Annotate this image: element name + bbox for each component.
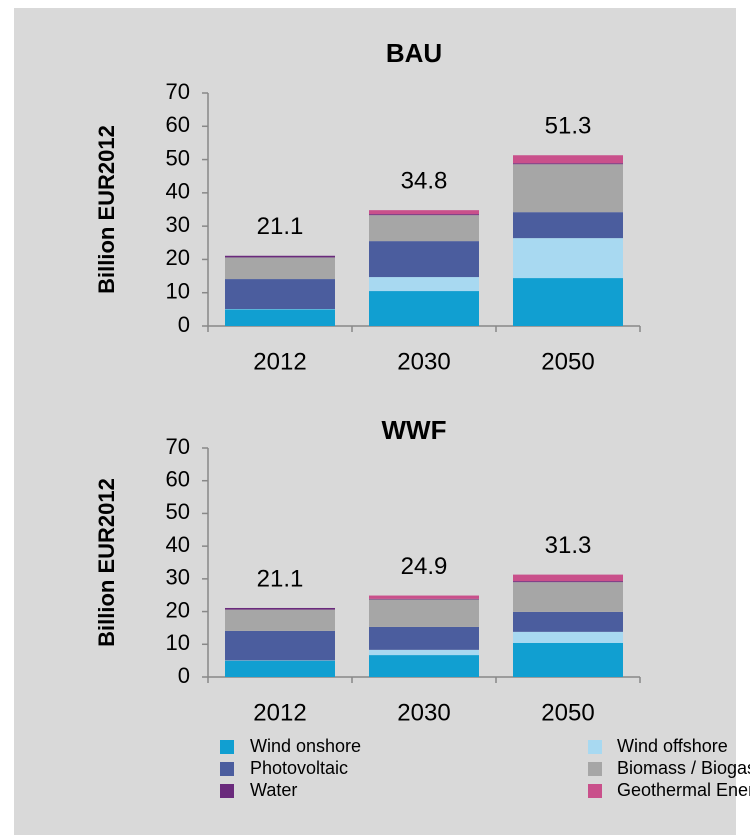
bar-segment bbox=[369, 627, 479, 650]
bar-segment bbox=[513, 632, 623, 643]
legend-swatch bbox=[220, 784, 234, 798]
bar-segment bbox=[369, 599, 479, 626]
y-tick-label: 0 bbox=[178, 663, 190, 688]
bar-segment bbox=[513, 581, 623, 582]
bar-segment bbox=[369, 655, 479, 677]
x-tick-label: 2012 bbox=[253, 699, 306, 726]
y-tick-label: 30 bbox=[166, 565, 190, 590]
x-tick-label: 2030 bbox=[397, 348, 450, 375]
y-tick-label: 20 bbox=[166, 597, 190, 622]
bar-segment bbox=[513, 155, 623, 163]
bar-segment bbox=[513, 238, 623, 278]
y-tick-label: 60 bbox=[166, 112, 190, 137]
y-tick-label: 50 bbox=[166, 145, 190, 170]
y-tick-label: 70 bbox=[166, 79, 190, 104]
legend-label: Wind onshore bbox=[250, 736, 361, 756]
bar-segment bbox=[225, 309, 335, 326]
bar-segment bbox=[225, 608, 335, 610]
y-tick-label: 40 bbox=[166, 179, 190, 204]
legend-swatch bbox=[588, 762, 602, 776]
total-label: 51.3 bbox=[545, 113, 592, 140]
legend-label: Photovoltaic bbox=[250, 758, 348, 778]
x-tick-label: 2050 bbox=[541, 699, 594, 726]
total-label: 21.1 bbox=[257, 213, 304, 240]
legend-swatch bbox=[220, 740, 234, 754]
bar-segment bbox=[225, 661, 335, 677]
total-label: 31.3 bbox=[545, 532, 592, 559]
y-tick-label: 30 bbox=[166, 212, 190, 237]
bar-segment bbox=[369, 241, 479, 277]
x-tick-label: 2050 bbox=[541, 348, 594, 375]
y-axis-label: Billion EUR2012 bbox=[94, 478, 119, 647]
bar-segment bbox=[225, 257, 335, 279]
y-tick-label: 10 bbox=[166, 279, 190, 304]
bar-segment bbox=[369, 210, 479, 214]
bar-segment bbox=[369, 650, 479, 655]
bar-segment bbox=[369, 214, 479, 215]
chart-title: WWF bbox=[382, 415, 447, 445]
bar-segment bbox=[513, 575, 623, 582]
chart-title: BAU bbox=[386, 38, 442, 68]
bar-segment bbox=[369, 596, 479, 599]
total-label: 24.9 bbox=[401, 553, 448, 580]
bar-segment bbox=[369, 291, 479, 326]
y-tick-label: 50 bbox=[166, 499, 190, 524]
total-label: 21.1 bbox=[257, 565, 304, 592]
bar-segment bbox=[369, 215, 479, 241]
bar-segment bbox=[225, 279, 335, 309]
legend-swatch bbox=[220, 762, 234, 776]
y-axis-label: Billion EUR2012 bbox=[94, 125, 119, 294]
legend-label: Geothermal Energy bbox=[617, 780, 750, 800]
legend-swatch bbox=[588, 784, 602, 798]
legend-label: Wind offshore bbox=[617, 736, 728, 756]
bar-segment bbox=[225, 256, 335, 258]
y-tick-label: 20 bbox=[166, 245, 190, 270]
bar-segment bbox=[513, 212, 623, 238]
total-label: 34.8 bbox=[401, 168, 448, 195]
bar-segment bbox=[513, 612, 623, 632]
bar-segment bbox=[225, 610, 335, 631]
legend-label: Water bbox=[250, 780, 297, 800]
bar-segment bbox=[513, 164, 623, 212]
panel bbox=[14, 8, 736, 835]
y-tick-label: 60 bbox=[166, 467, 190, 492]
bar-segment bbox=[513, 278, 623, 326]
y-tick-label: 0 bbox=[178, 312, 190, 337]
y-tick-label: 10 bbox=[166, 630, 190, 655]
legend-label: Biomass / Biogas bbox=[617, 758, 750, 778]
bar-segment bbox=[225, 631, 335, 660]
bar-segment bbox=[369, 599, 479, 600]
y-tick-label: 40 bbox=[166, 532, 190, 557]
legend-swatch bbox=[588, 740, 602, 754]
bar-segment bbox=[513, 163, 623, 164]
y-tick-label: 70 bbox=[166, 434, 190, 459]
bar-segment bbox=[369, 277, 479, 291]
bar-segment bbox=[513, 582, 623, 612]
x-tick-label: 2030 bbox=[397, 699, 450, 726]
x-tick-label: 2012 bbox=[253, 348, 306, 375]
bar-segment bbox=[513, 643, 623, 677]
